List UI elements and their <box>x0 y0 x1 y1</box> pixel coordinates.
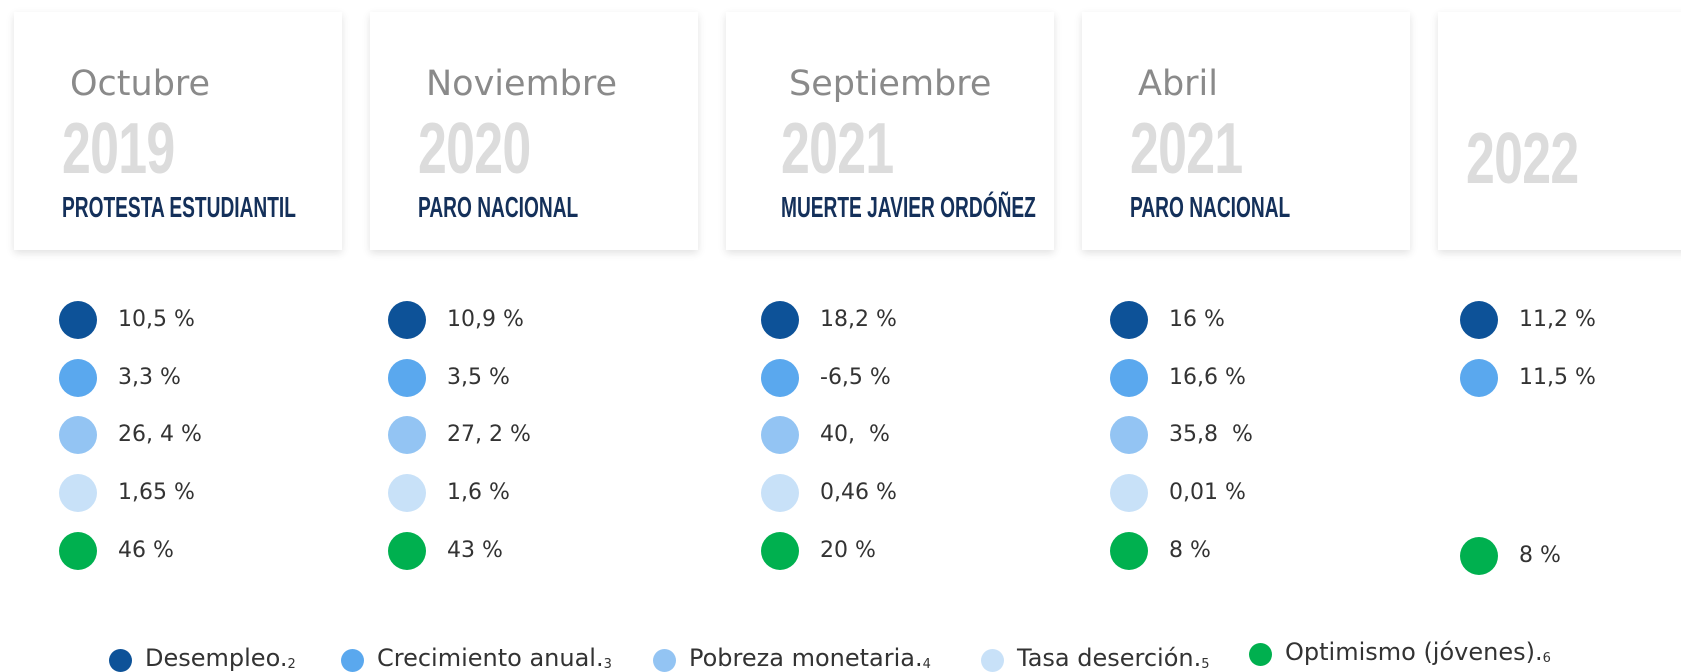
stat-value: 3,5 % <box>447 365 510 390</box>
indicator-dot <box>59 359 97 397</box>
stat-value: 18,2 % <box>820 307 897 332</box>
month: Septiembre <box>789 64 992 104</box>
stat-value: 26, 4 % <box>118 422 202 447</box>
stat-value: 0,01 % <box>1169 480 1246 505</box>
indicator-dot <box>1110 416 1148 454</box>
legend-dot <box>109 649 132 672</box>
event-card: Noviembre 2020 PARO NACIONAL <box>370 12 698 250</box>
legend-label: Optimismo (jóvenes).6 <box>1285 638 1551 666</box>
indicator-dot <box>59 474 97 512</box>
event-card: Abril 2021 PARO NACIONAL <box>1082 12 1410 250</box>
indicator-dot <box>761 301 799 339</box>
indicator-dot <box>1110 301 1148 339</box>
stat-value: 43 % <box>447 538 503 563</box>
legend-text: Desempleo. <box>145 644 288 672</box>
legend-label: Pobreza monetaria.4 <box>689 644 931 672</box>
indicator-dot <box>388 474 426 512</box>
year: 2020 <box>418 109 531 189</box>
event-title: MUERTE JAVIER ORDÓÑEZ <box>781 192 1036 224</box>
indicator-dot <box>1110 474 1148 512</box>
event-title: PARO NACIONAL <box>1130 192 1291 224</box>
legend-note: 2 <box>287 657 296 672</box>
indicator-dot <box>388 359 426 397</box>
year: 2019 <box>62 109 175 189</box>
event-card: Septiembre 2021 MUERTE JAVIER ORDÓÑEZ <box>726 12 1054 250</box>
year: 2022 <box>1466 119 1579 199</box>
legend-dot <box>981 649 1004 672</box>
legend-note: 6 <box>1542 651 1551 666</box>
legend-text: Tasa deserción. <box>1017 644 1202 672</box>
year: 2021 <box>1130 109 1243 189</box>
stat-value: 1,65 % <box>118 480 195 505</box>
stat-value: -6,5 % <box>820 365 891 390</box>
indicator-dot <box>1110 359 1148 397</box>
stat-value: 10,5 % <box>118 307 195 332</box>
indicator-dot <box>59 416 97 454</box>
month: Octubre <box>70 64 211 104</box>
indicator-dot <box>761 359 799 397</box>
indicator-dot <box>761 416 799 454</box>
legend-note: 3 <box>603 657 612 672</box>
legend-dot <box>341 649 364 672</box>
stat-value: 1,6 % <box>447 480 510 505</box>
legend-dot <box>653 649 676 672</box>
stat-value: 20 % <box>820 538 876 563</box>
stat-value: 11,2 % <box>1519 307 1596 332</box>
event-title: PARO NACIONAL <box>418 192 579 224</box>
indicator-dot <box>388 301 426 339</box>
month: Noviembre <box>426 64 618 104</box>
stat-value: 35,8 % <box>1169 422 1253 447</box>
stat-value: 10,9 % <box>447 307 524 332</box>
legend-label: Crecimiento anual.3 <box>377 644 612 672</box>
indicator-dot <box>1460 301 1498 339</box>
event-card: Octubre 2019 PROTESTA ESTUDIANTIL <box>14 12 342 250</box>
stat-value: 3,3 % <box>118 365 181 390</box>
legend-text: Pobreza monetaria. <box>689 644 923 672</box>
stat-value: 16 % <box>1169 307 1225 332</box>
legend-text: Optimismo (jóvenes). <box>1285 638 1543 666</box>
indicator-dot <box>761 532 799 570</box>
legend-label: Desempleo.2 <box>145 644 296 672</box>
legend-dot <box>1249 643 1272 666</box>
indicator-dot <box>59 301 97 339</box>
legend-note: 4 <box>922 657 931 672</box>
stat-value: 27, 2 % <box>447 422 531 447</box>
year: 2021 <box>781 109 894 189</box>
event-card: 2022 <box>1438 12 1681 250</box>
indicator-dot <box>388 532 426 570</box>
indicator-dot <box>1460 537 1498 575</box>
legend-text: Crecimiento anual. <box>377 644 604 672</box>
indicator-dot <box>1460 359 1498 397</box>
indicator-dot <box>761 474 799 512</box>
stat-value: 40, % <box>820 422 890 447</box>
indicator-dot <box>388 416 426 454</box>
stat-value: 46 % <box>118 538 174 563</box>
stat-value: 8 % <box>1519 543 1561 568</box>
legend-note: 5 <box>1201 657 1210 672</box>
stat-value: 8 % <box>1169 538 1211 563</box>
stat-value: 11,5 % <box>1519 365 1596 390</box>
month: Abril <box>1138 64 1218 104</box>
stat-value: 16,6 % <box>1169 365 1246 390</box>
legend-label: Tasa deserción.5 <box>1017 644 1210 672</box>
indicator-dot <box>59 532 97 570</box>
event-title: PROTESTA ESTUDIANTIL <box>62 192 296 224</box>
stat-value: 0,46 % <box>820 480 897 505</box>
indicator-dot <box>1110 532 1148 570</box>
